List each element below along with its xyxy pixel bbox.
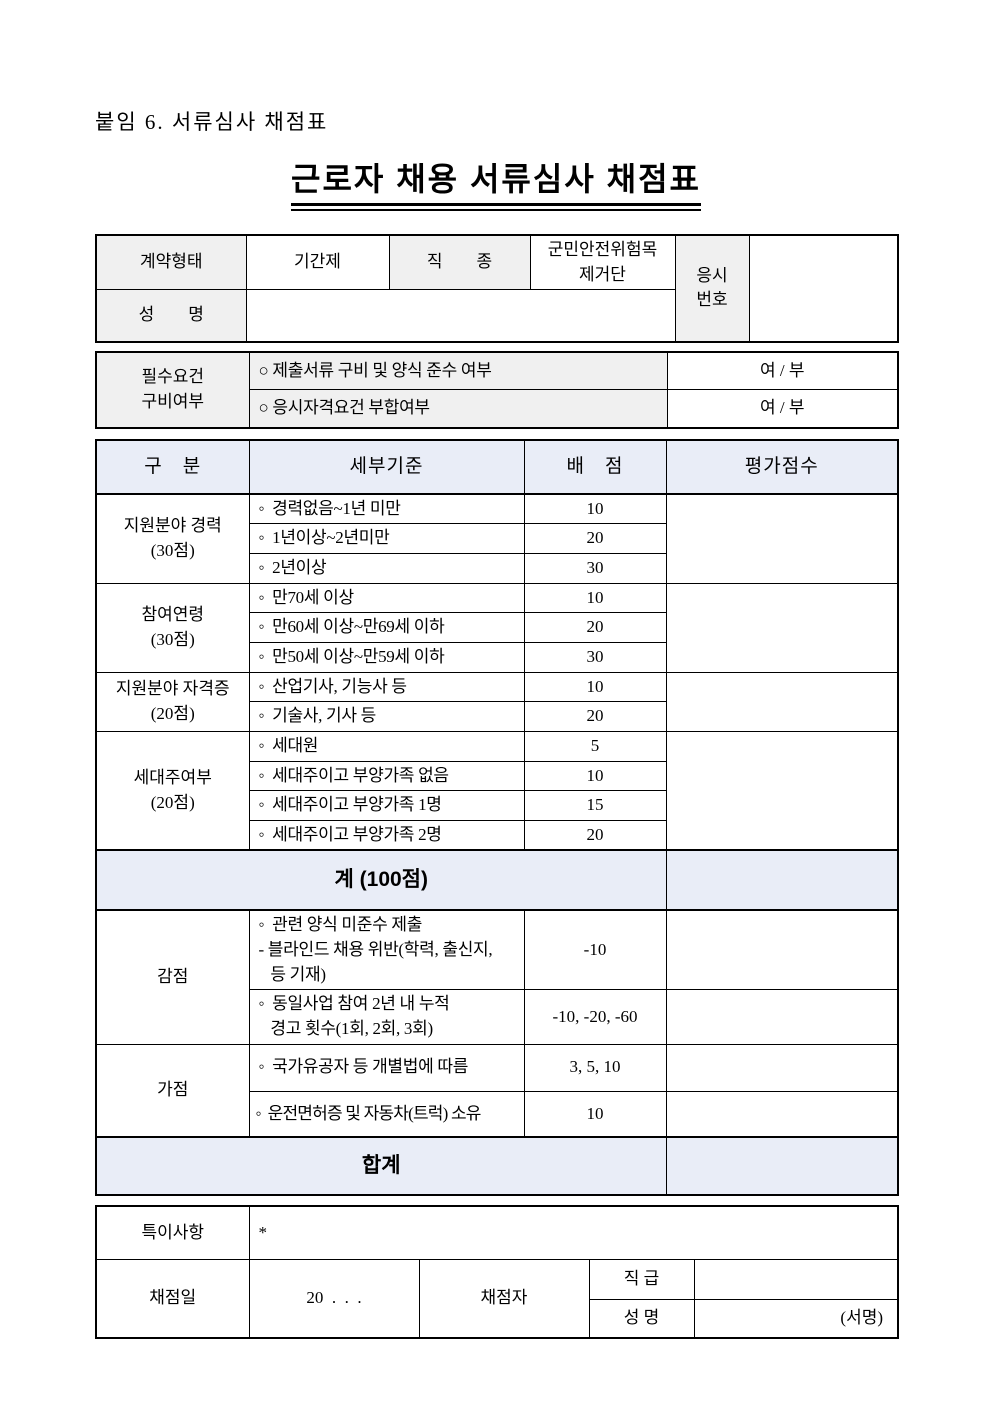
points-cell: -10 xyxy=(523,909,667,991)
bonus-category-cell: 가점 xyxy=(95,1043,250,1138)
subtotal-score-cell[interactable] xyxy=(665,849,899,912)
total-label: 합계 xyxy=(95,1136,667,1197)
score-cell[interactable] xyxy=(665,730,899,851)
points-cell: 10 xyxy=(523,671,667,703)
criterion-cell: ◦ 2년이상 xyxy=(248,553,525,584)
notes-value[interactable]: * xyxy=(248,1205,899,1260)
total-score-cell[interactable] xyxy=(665,1136,899,1197)
requirement-yn: 여 / 부 xyxy=(666,389,899,429)
exam-number-value[interactable] xyxy=(748,234,899,343)
score-cell[interactable] xyxy=(665,1090,899,1138)
points-cell: 20 xyxy=(523,819,667,851)
criterion-cell: ◦ 세대주이고 부양가족 없음 xyxy=(248,760,525,792)
category-cell: 지원분야 경력 (30점) xyxy=(95,493,250,584)
points-cell: -10, -20, -60 xyxy=(523,989,667,1045)
scoring-date-value[interactable]: 20 . . . xyxy=(248,1258,420,1339)
criterion-cell: ◦ 세대주이고 부양가족 2명 xyxy=(248,819,525,851)
points-header: 배 점 xyxy=(523,439,667,495)
rank-value[interactable] xyxy=(693,1258,899,1300)
footer-table: 특이사항 * 채점일 20 . . . 채점자 직 급 성 명 (서명) xyxy=(95,1205,900,1340)
criterion-cell: ◦ 세대원 xyxy=(248,730,525,762)
exam-number-label: 응시 번호 xyxy=(674,234,750,343)
score-cell[interactable] xyxy=(665,671,899,732)
points-cell: 20 xyxy=(523,701,667,732)
score-header: 평가점수 xyxy=(665,439,899,495)
rank-label: 직 급 xyxy=(588,1258,695,1300)
points-cell: 10 xyxy=(523,582,667,614)
document-page: 붙임 6. 서류심사 채점표 근로자 채용 서류심사 채점표 계약형태 기간제 … xyxy=(95,110,900,1340)
requirement-criterion: ○ 제출서류 구비 및 양식 준수 여부 xyxy=(248,351,668,391)
points-cell: 20 xyxy=(523,523,667,555)
points-cell: 15 xyxy=(523,790,667,821)
score-cell[interactable] xyxy=(665,493,899,584)
requirement-label: 필수요건 구비여부 xyxy=(95,351,250,429)
requirement-table: 필수요건 구비여부 ○ 제출서류 구비 및 양식 준수 여부 여 / 부 ○ 응… xyxy=(95,350,899,429)
criteria-header: 세부기준 xyxy=(248,439,525,495)
notes-label: 특이사항 xyxy=(95,1205,250,1260)
criterion-cell: ◦ 1년이상~2년미만 xyxy=(248,523,525,555)
points-cell: 30 xyxy=(523,553,667,584)
points-cell: 3, 5, 10 xyxy=(523,1043,667,1092)
points-cell: 20 xyxy=(523,612,667,643)
score-cell[interactable] xyxy=(665,1043,899,1092)
requirement-criterion: ○ 응시자격요건 부합여부 xyxy=(248,389,668,429)
category-header: 구 분 xyxy=(95,439,250,495)
criterion-cell: ◦ 산업기사, 기능사 등 xyxy=(248,671,525,703)
criterion-cell: ◦ 국가유공자 등 개별법에 따름 xyxy=(248,1043,525,1092)
category-cell: 지원분야 자격증 (20점) xyxy=(95,671,250,732)
score-cell[interactable] xyxy=(665,989,899,1045)
criterion-cell: ◦ 만50세 이상~만59세 이하 xyxy=(248,641,525,673)
score-table: 구 분 세부기준 배 점 평가점수 지원분야 경력 (30점) ◦ 경력없음~1… xyxy=(95,438,899,1197)
contract-type-value: 기간제 xyxy=(245,234,390,291)
job-type-label: 직 종 xyxy=(388,234,531,291)
criterion-cell: ◦ 기술사, 기사 등 xyxy=(248,701,525,732)
criterion-cell: ◦ 경력없음~1년 미만 xyxy=(248,493,525,525)
page-title: 근로자 채용 서류심사 채점표 xyxy=(291,154,701,206)
requirement-yn: 여 / 부 xyxy=(666,351,899,391)
points-cell: 10 xyxy=(523,493,667,525)
criterion-cell: ◦ 동일사업 참여 2년 내 누적 경고 횟수(1회, 2회, 3회) xyxy=(248,989,525,1045)
criterion-cell: ◦ 만70세 이상 xyxy=(248,582,525,614)
attachment-label: 붙임 6. 서류심사 채점표 xyxy=(95,110,329,134)
points-cell: 10 xyxy=(523,1090,667,1138)
sign-name-label: 성 명 xyxy=(588,1298,695,1339)
subtotal-label: 계 (100점) xyxy=(95,849,667,912)
points-cell: 30 xyxy=(523,641,667,673)
score-cell[interactable] xyxy=(665,582,899,673)
points-cell: 5 xyxy=(523,730,667,762)
criterion-cell: ◦ 운전면허증 및 자동차(트럭) 소유 xyxy=(248,1090,525,1138)
title-block: 근로자 채용 서류심사 채점표 xyxy=(95,154,897,211)
job-type-value: 군민안전위험목 제거단 xyxy=(529,234,676,291)
category-cell: 참여연령 (30점) xyxy=(95,582,250,673)
name-value[interactable] xyxy=(245,289,676,343)
title-underline: 근로자 채용 서류심사 채점표 xyxy=(291,154,701,211)
name-label: 성 명 xyxy=(95,289,247,343)
scorer-label: 채점자 xyxy=(418,1258,590,1339)
contract-type-label: 계약형태 xyxy=(95,234,247,291)
points-cell: 10 xyxy=(523,760,667,792)
criterion-cell: ◦ 만60세 이상~만69세 이하 xyxy=(248,612,525,643)
scoring-date-label: 채점일 xyxy=(95,1258,250,1339)
criterion-cell: ◦ 관련 양식 미준수 제출 - 블라인드 채용 위반(학력, 출신지, 등 기… xyxy=(248,909,525,991)
score-cell[interactable] xyxy=(665,909,899,991)
signature-value[interactable]: (서명) xyxy=(693,1298,899,1339)
deduction-category-cell: 감점 xyxy=(95,909,250,1045)
category-cell: 세대주여부 (20점) xyxy=(95,730,250,851)
applicant-info-table: 계약형태 기간제 직 종 군민안전위험목 제거단 응시 번호 성 명 xyxy=(95,234,899,343)
criterion-cell: ◦ 세대주이고 부양가족 1명 xyxy=(248,790,525,821)
